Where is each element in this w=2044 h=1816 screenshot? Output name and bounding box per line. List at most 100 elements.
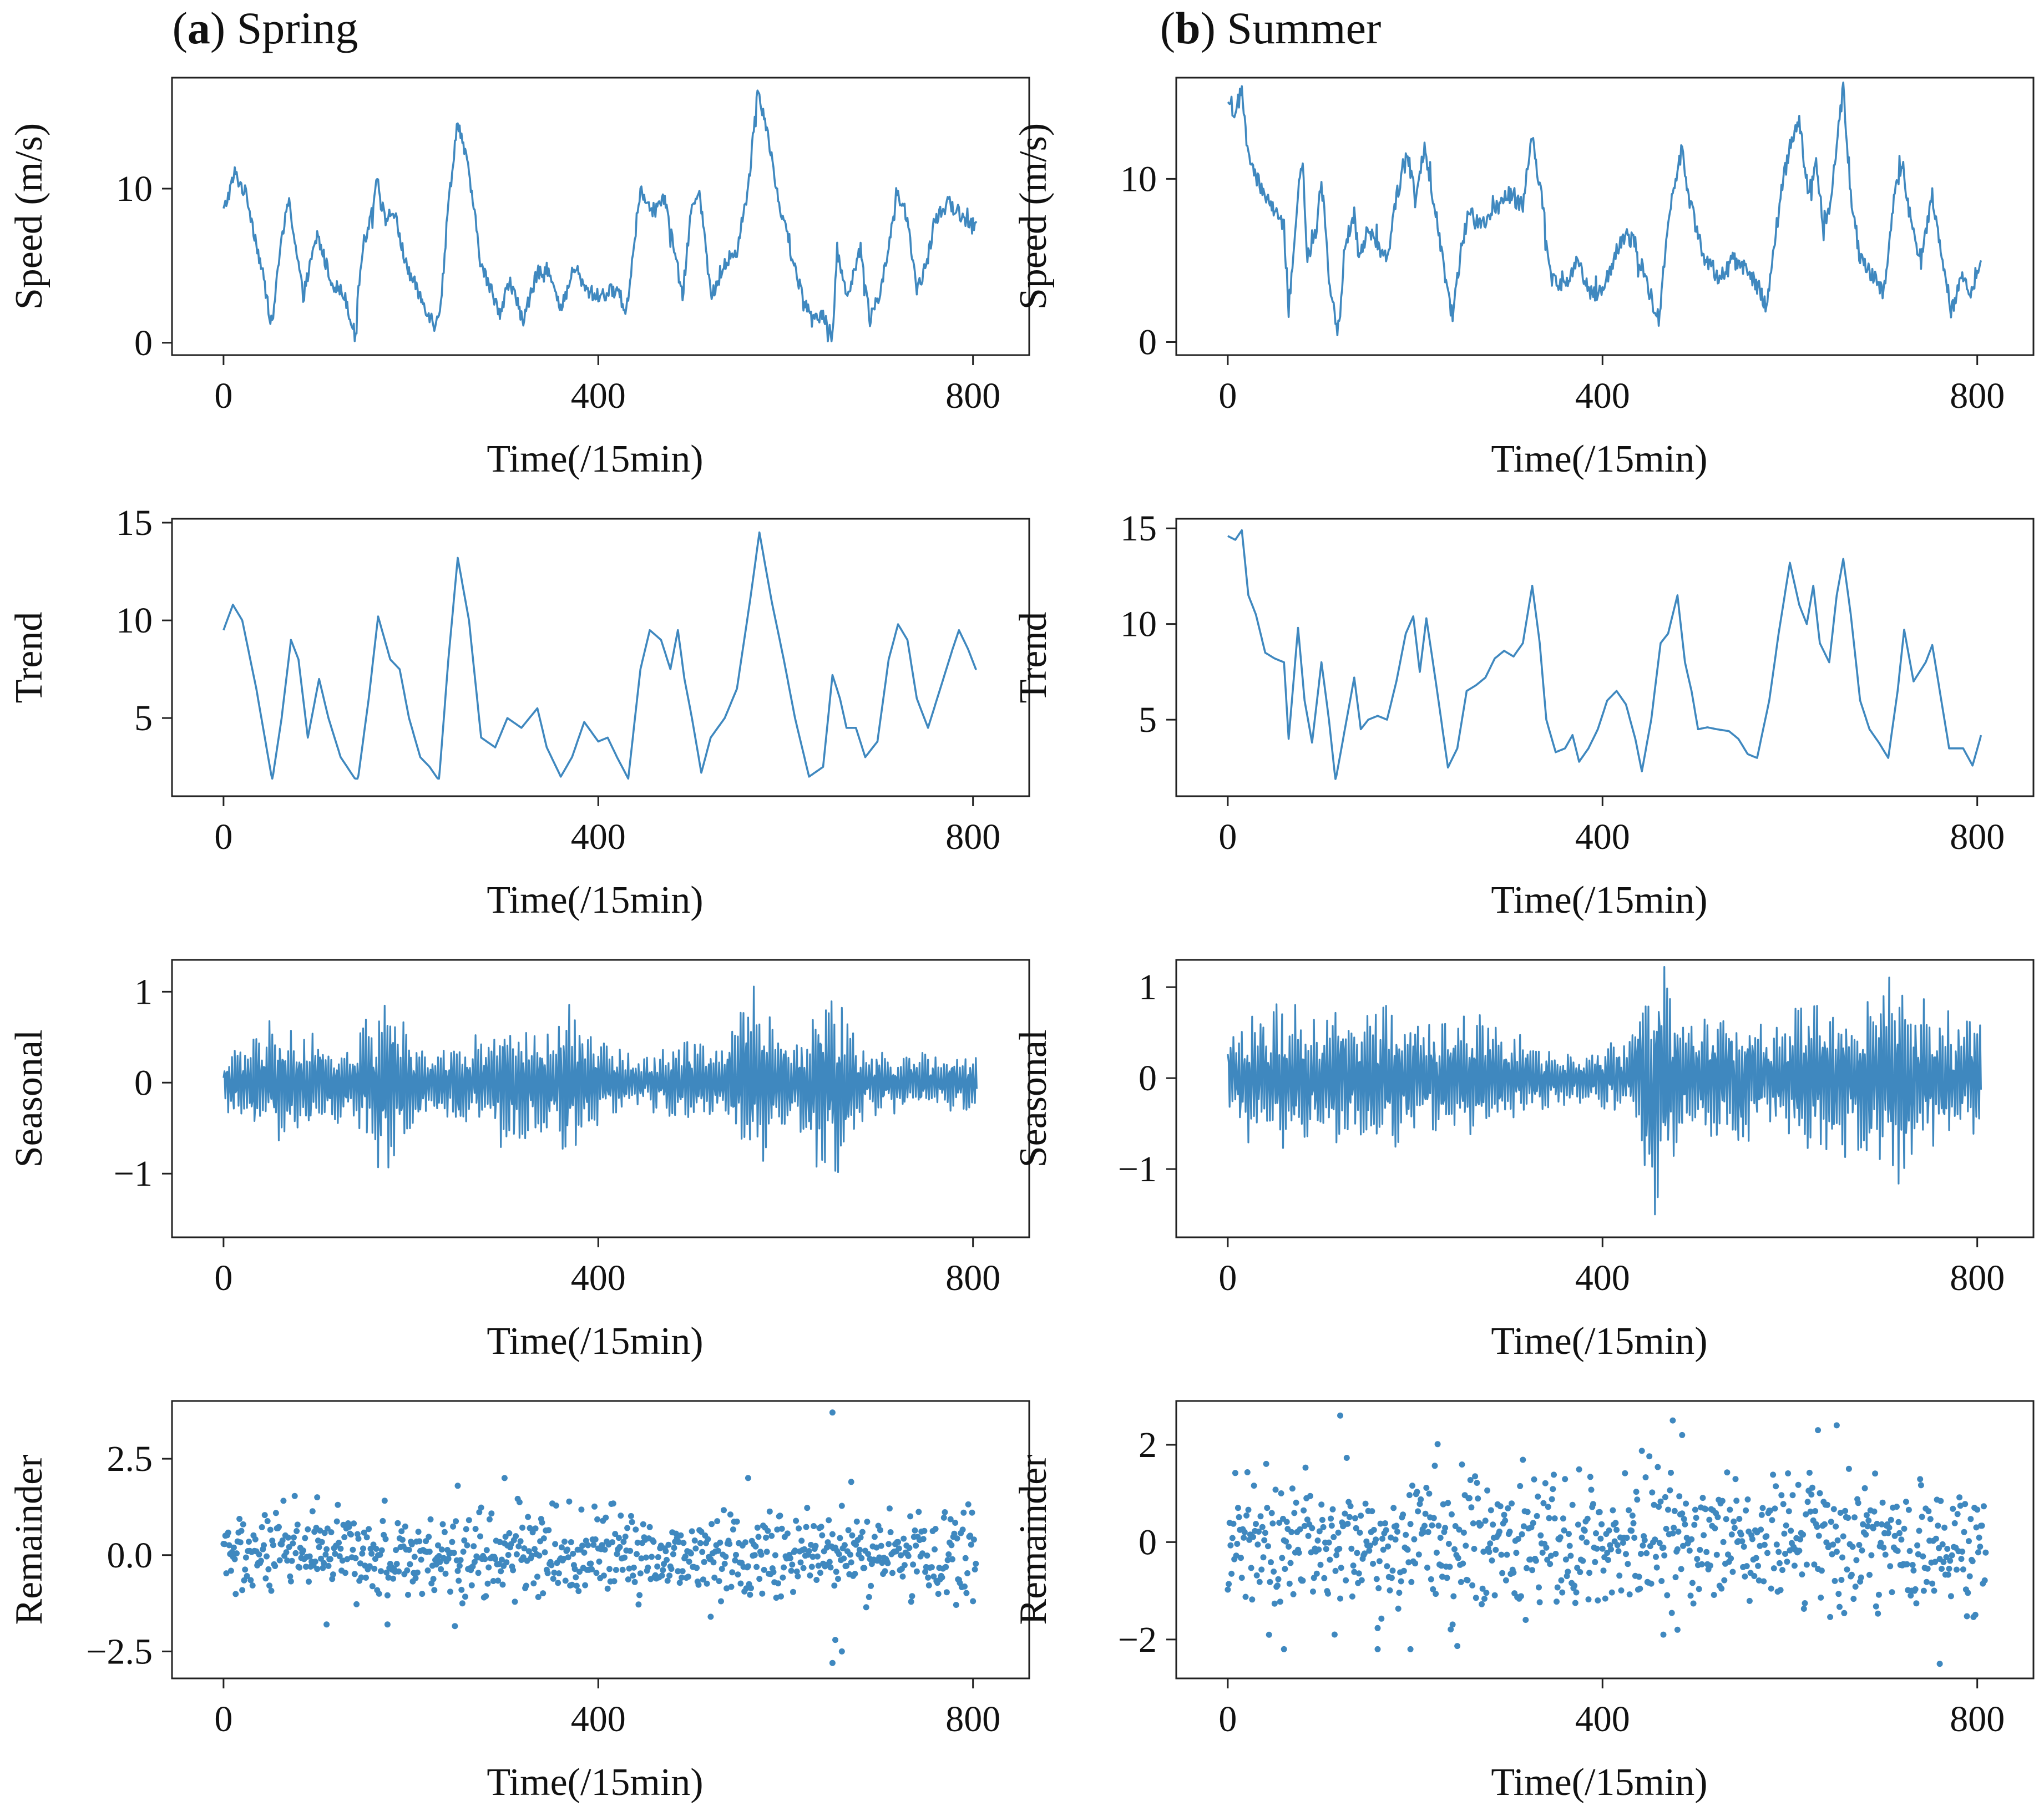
spring-remainder-point bbox=[811, 1523, 817, 1529]
summer-remainder-point bbox=[1767, 1508, 1773, 1514]
summer-remainder-point bbox=[1301, 1507, 1307, 1514]
summer-remainder-point bbox=[1598, 1521, 1605, 1527]
spring-remainder-point bbox=[276, 1557, 283, 1564]
summer-remainder-point bbox=[1336, 1545, 1343, 1552]
spring-remainder-point bbox=[333, 1518, 340, 1525]
spring-remainder-point bbox=[711, 1574, 718, 1581]
summer-remainder-point bbox=[1562, 1476, 1569, 1483]
spring-remainder-point bbox=[368, 1550, 375, 1557]
spring-remainder-point bbox=[715, 1547, 721, 1554]
spring-remainder-point bbox=[729, 1569, 736, 1576]
summer-remainder-point bbox=[1885, 1530, 1891, 1536]
spring-remainder-point bbox=[585, 1542, 591, 1549]
summer-remainder-point bbox=[1696, 1586, 1702, 1592]
spring-remainder-point bbox=[472, 1526, 479, 1532]
summer-seasonal-xlabel: Time(/15min) bbox=[1491, 1320, 1707, 1363]
spring-remainder-point bbox=[497, 1539, 503, 1545]
spring-remainder-point bbox=[262, 1575, 269, 1582]
spring-remainder-point bbox=[300, 1547, 306, 1554]
spring-remainder-point bbox=[724, 1585, 730, 1592]
spring-remainder-point bbox=[568, 1539, 574, 1545]
spring-remainder-point bbox=[721, 1507, 727, 1514]
spring-remainder-point bbox=[561, 1539, 568, 1545]
spring-remainder-point bbox=[675, 1568, 681, 1575]
spring-remainder-point bbox=[396, 1568, 402, 1575]
spring-remainder-point bbox=[555, 1570, 562, 1577]
summer-remainder-point bbox=[1669, 1530, 1676, 1537]
summer-remainder-point bbox=[1909, 1562, 1916, 1568]
summer-trend-ytick-label: 10 bbox=[1120, 604, 1157, 645]
spring-remainder-point bbox=[483, 1593, 489, 1600]
summer-remainder-point bbox=[1891, 1532, 1898, 1539]
spring-remainder-point bbox=[666, 1572, 673, 1579]
summer-remainder-point bbox=[1956, 1494, 1963, 1501]
summer-remainder-point bbox=[1769, 1517, 1775, 1524]
spring-remainder-point bbox=[576, 1569, 583, 1575]
summer-remainder-point bbox=[1860, 1521, 1866, 1527]
summer-remainder-point bbox=[1814, 1524, 1820, 1530]
summer-remainder-point bbox=[1506, 1529, 1513, 1535]
summer-remainder-point bbox=[1408, 1579, 1415, 1585]
summer-remainder-point bbox=[1703, 1549, 1710, 1555]
summer-remainder-point bbox=[1608, 1589, 1615, 1596]
summer-remainder-point bbox=[1597, 1535, 1604, 1542]
summer-remainder-point bbox=[1575, 1521, 1581, 1528]
summer-remainder-point bbox=[1785, 1470, 1792, 1476]
summer-remainder-point bbox=[1348, 1545, 1355, 1552]
summer-remainder-point bbox=[1325, 1539, 1332, 1546]
spring-remainder-point bbox=[318, 1539, 325, 1545]
spring-remainder-ytick-label: 0.0 bbox=[107, 1535, 153, 1576]
summer-remainder-point bbox=[1394, 1529, 1400, 1535]
summer-remainder-point bbox=[1387, 1587, 1393, 1594]
spring-remainder-point bbox=[606, 1566, 613, 1572]
spring-remainder-point bbox=[789, 1561, 796, 1568]
spring-remainder-point bbox=[242, 1554, 249, 1561]
spring-remainder-point bbox=[366, 1526, 372, 1532]
spring-remainder-point bbox=[321, 1560, 327, 1566]
spring-remainder-point bbox=[371, 1565, 378, 1572]
spring-remainder-point bbox=[865, 1551, 872, 1557]
spring-remainder-point bbox=[819, 1532, 826, 1539]
spring-seasonal-ytick-label: −1 bbox=[114, 1154, 153, 1194]
summer-remainder-point bbox=[1479, 1601, 1485, 1607]
summer-remainder-point bbox=[1296, 1550, 1302, 1556]
spring-remainder-point bbox=[569, 1581, 575, 1588]
spring-remainder-point bbox=[721, 1560, 728, 1567]
summer-remainder-point bbox=[1642, 1474, 1649, 1481]
spring-remainder-point bbox=[551, 1570, 558, 1576]
summer-remainder-point bbox=[1332, 1567, 1339, 1574]
summer-remainder-point bbox=[1851, 1514, 1858, 1521]
spring-remainder-point bbox=[291, 1493, 298, 1499]
summer-remainder-point bbox=[1412, 1560, 1419, 1567]
summer-remainder-xtick-label: 400 bbox=[1575, 1699, 1630, 1739]
summer-remainder-point bbox=[1656, 1504, 1662, 1510]
summer-remainder-point bbox=[1848, 1571, 1855, 1578]
spring-remainder-point bbox=[435, 1542, 441, 1549]
spring-remainder-point bbox=[637, 1570, 644, 1577]
spring-remainder-point bbox=[498, 1568, 504, 1575]
spring-remainder-point bbox=[593, 1570, 600, 1576]
spring-remainder-point bbox=[697, 1540, 704, 1546]
spring-remainder-point bbox=[853, 1518, 860, 1525]
spring-remainder-point bbox=[967, 1532, 974, 1539]
summer-remainder-point bbox=[1549, 1496, 1555, 1503]
spring-remainder-point bbox=[532, 1525, 539, 1532]
summer-trend-ytick-label: 15 bbox=[1120, 508, 1157, 549]
summer-remainder-point bbox=[1896, 1530, 1903, 1536]
spring-remainder-point bbox=[841, 1542, 848, 1549]
summer-remainder-point bbox=[1470, 1520, 1476, 1527]
summer-remainder-point bbox=[1573, 1589, 1580, 1596]
spring-remainder-point bbox=[833, 1569, 839, 1575]
summer-remainder-point bbox=[1660, 1631, 1667, 1638]
summer-remainder-point bbox=[1917, 1482, 1924, 1489]
summer-remainder-point bbox=[1906, 1547, 1913, 1554]
summer-remainder-point bbox=[1898, 1536, 1905, 1543]
summer-remainder-point bbox=[1241, 1534, 1247, 1541]
summer-remainder-point bbox=[1954, 1511, 1961, 1517]
spring-remainder-point bbox=[628, 1513, 634, 1519]
spring-remainder-point bbox=[792, 1547, 798, 1554]
summer-remainder-point bbox=[1323, 1546, 1329, 1552]
summer-remainder-point bbox=[1547, 1552, 1554, 1559]
summer-remainder-point bbox=[1850, 1596, 1857, 1602]
spring-remainder-point bbox=[232, 1591, 239, 1597]
